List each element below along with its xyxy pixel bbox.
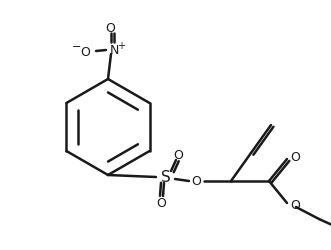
Text: −: − (72, 42, 82, 52)
Text: O: O (290, 199, 300, 212)
Text: O: O (290, 151, 300, 164)
Text: N: N (109, 43, 119, 56)
Text: S: S (161, 170, 171, 185)
Text: +: + (117, 41, 125, 51)
Text: O: O (191, 175, 201, 188)
Text: O: O (105, 22, 115, 34)
Text: O: O (173, 149, 183, 162)
Text: O: O (156, 197, 166, 210)
Text: O: O (80, 45, 90, 58)
